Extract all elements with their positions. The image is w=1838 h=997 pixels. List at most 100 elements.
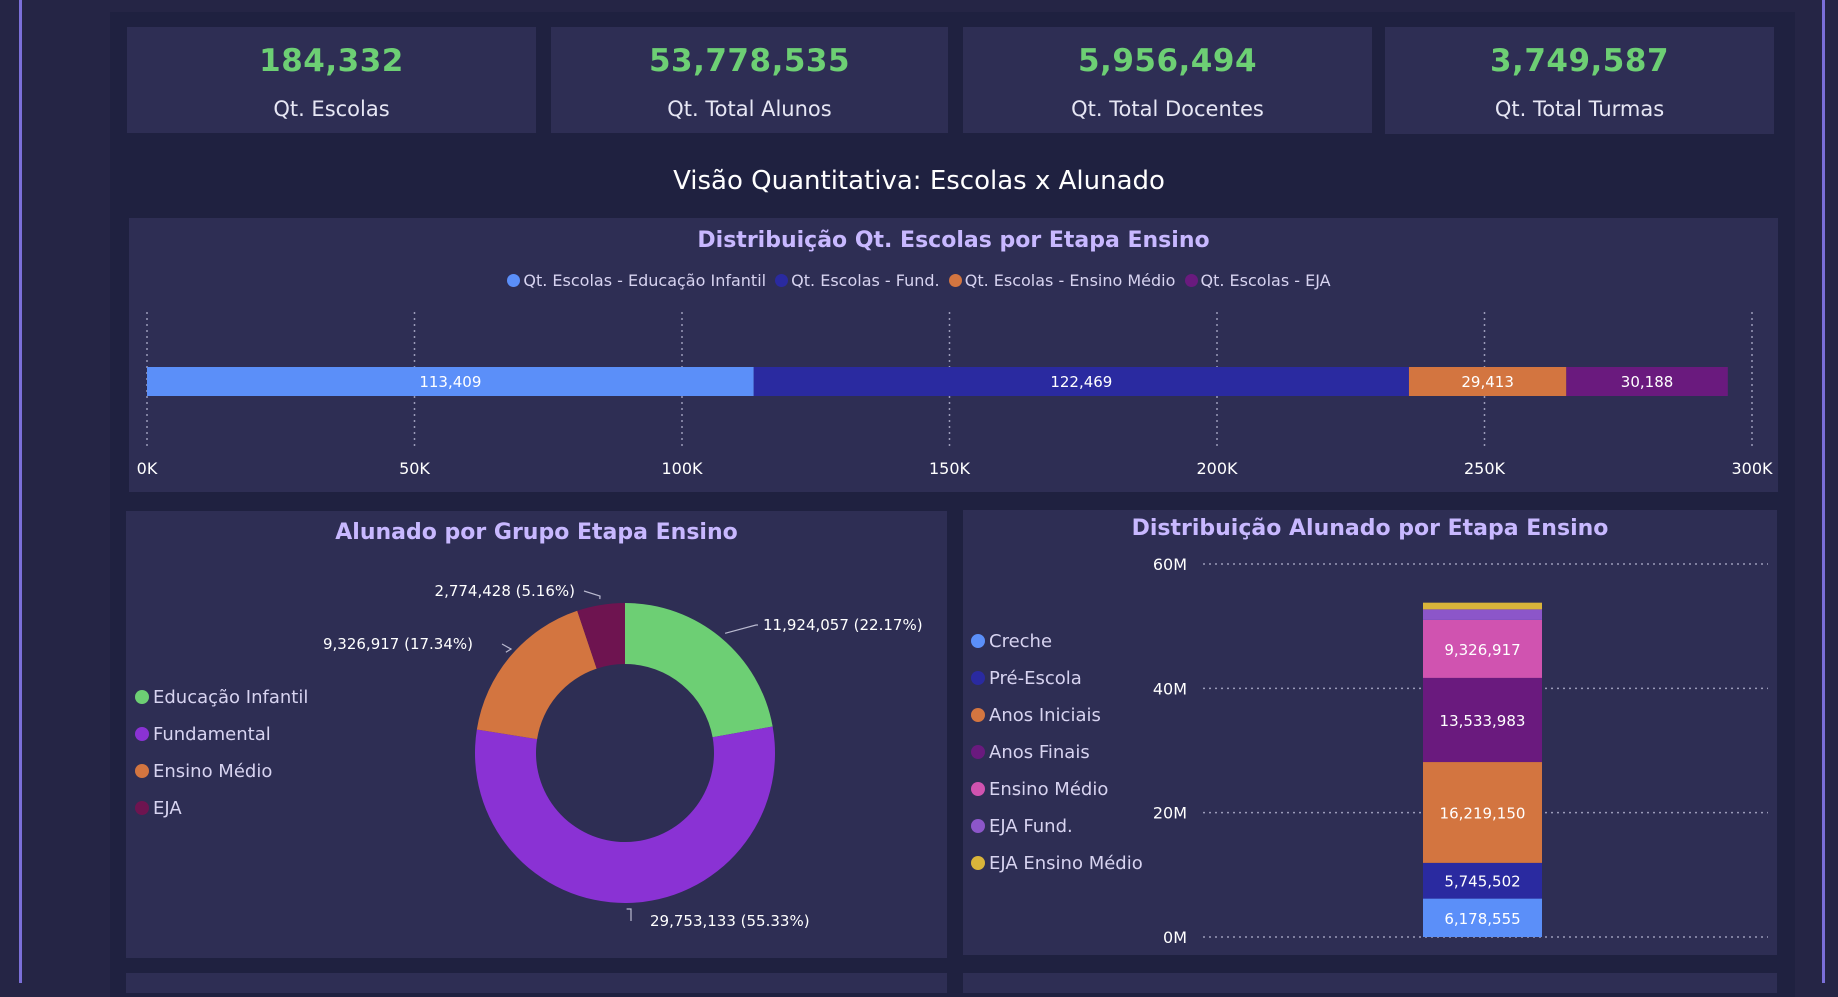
legend-label: Creche (989, 631, 1053, 652)
legend-item[interactable]: Anos Iniciais (971, 705, 1143, 742)
data-label: 9,326,917 (1444, 641, 1520, 659)
kpi-value: 3,749,587 (1489, 43, 1670, 79)
y-tick-label: 20M (1153, 804, 1187, 823)
legend-item[interactable]: Qt. Escolas - Educação Infantil (507, 271, 766, 290)
legend-label: Fundamental (153, 724, 271, 745)
data-label: 16,219,150 (1440, 804, 1526, 822)
legend-item[interactable]: Qt. Escolas - Fund. (775, 271, 940, 290)
legend-dot-icon (507, 274, 521, 287)
alunado-grupo-legend: Educação Infantil Fundamental Ensino Méd… (135, 687, 308, 835)
alunado-etapa-legend: Creche Pré-Escola Anos Iniciais Anos Fin… (971, 631, 1143, 890)
legend-label: Pré-Escola (989, 668, 1082, 689)
legend-dot-icon (971, 634, 985, 648)
legend-dot-icon (135, 690, 149, 704)
legend-item[interactable]: Fundamental (135, 724, 308, 761)
data-label: 113,409 (419, 373, 481, 391)
bottom-left-panel (126, 973, 947, 993)
legend-item[interactable]: Ensino Médio (971, 779, 1143, 816)
legend-item[interactable]: Qt. Escolas - Ensino Médio (948, 271, 1176, 290)
legend-dot-icon (1184, 274, 1198, 287)
y-tick-label: 40M (1153, 679, 1187, 698)
leader-line (724, 624, 758, 634)
legend-label: EJA Ensino Médio (989, 853, 1143, 874)
x-tick-label: 200K (1196, 459, 1238, 478)
bar-segment (1423, 862, 1542, 899)
legend-dot-icon (948, 274, 962, 287)
kpi-label: Qt. Total Turmas (1494, 97, 1665, 121)
x-tick-label: 0K (137, 459, 158, 478)
legend-label: Qt. Escolas - Fund. (791, 271, 940, 290)
bar-segment (147, 367, 754, 396)
legend-label: EJA (153, 798, 182, 819)
legend-label: Qt. Escolas - Ensino Médio (964, 271, 1176, 290)
right-border-line (1822, 0, 1825, 983)
legend-dot-icon (971, 671, 985, 685)
legend-dot-icon (971, 819, 985, 833)
donut-slice (476, 610, 597, 740)
alunado-etapa-stacked-bar-chart: 0M 20M 40M 60M 6,178,555 5,745,502 16,219,150 1… (1153, 555, 1768, 947)
x-tick-label: 50K (399, 459, 430, 478)
bar-segment (1566, 367, 1728, 396)
bar-segment (1423, 677, 1542, 763)
chart-title: Distribuição Alunado por Etapa Ensino (1131, 516, 1609, 541)
y-tick-label: 60M (1153, 555, 1187, 574)
x-tick-label: 300K (1731, 459, 1773, 478)
escolas-stacked-bar-chart: 0K 50K 100K 150K 200K 250K 300K 113,409 122,469 2… (137, 312, 1773, 478)
legend-label: Ensino Médio (989, 779, 1109, 800)
data-label: 122,469 (1050, 373, 1112, 391)
data-label: 6,178,555 (1444, 910, 1520, 928)
legend-label: Qt. Escolas - EJA (1200, 271, 1331, 290)
legend-label: EJA Fund. (989, 816, 1073, 837)
legend-label: Anos Iniciais (989, 705, 1101, 726)
legend-item[interactable]: EJA Ensino Médio (971, 853, 1143, 890)
bar-segment (1423, 762, 1542, 863)
escolas-legend: Qt. Escolas - Educação Infantil Qt. Esco… (0, 271, 1838, 290)
kpi-value: 53,778,535 (648, 43, 851, 79)
legend-dot-icon (135, 727, 149, 741)
section-title: Visão Quantitativa: Escolas x Alunado (673, 166, 1165, 196)
legend-item[interactable]: Anos Finais (971, 742, 1143, 779)
kpi-label: Qt. Total Docentes (1071, 97, 1264, 121)
legend-item[interactable]: Ensino Médio (135, 761, 308, 798)
bar-segment (1423, 609, 1542, 620)
data-label: 13,533,983 (1440, 712, 1526, 730)
leader-line (626, 908, 632, 921)
legend-dot-icon (971, 745, 985, 759)
chart-title: Alunado por Grupo Etapa Ensino (335, 520, 738, 545)
leader-line (583, 590, 601, 600)
legend-dot-icon (971, 708, 985, 722)
bar-segment (1423, 602, 1542, 610)
legend-item[interactable]: Educação Infantil (135, 687, 308, 724)
alunado-grupo-donut-chart: 11,924,057 (22.17%) 29,753,133 (55.33%) 9,… (323, 582, 923, 930)
bottom-right-panel (963, 973, 1777, 993)
data-label: 5,745,502 (1444, 873, 1520, 891)
kpi-card-escolas[interactable]: 184,332 Qt. Escolas (127, 27, 536, 133)
legend-dot-icon (971, 856, 985, 870)
kpi-card-turmas[interactable]: 3,749,587 Qt. Total Turmas (1385, 27, 1774, 134)
donut-slice (625, 603, 773, 738)
data-label: 29,413 (1461, 373, 1514, 391)
legend-dot-icon (775, 274, 789, 287)
legend-item[interactable]: Creche (971, 631, 1143, 668)
kpi-value: 184,332 (259, 43, 404, 79)
legend-dot-icon (971, 782, 985, 796)
data-label: 30,188 (1621, 373, 1674, 391)
leader-line (501, 643, 513, 653)
kpi-value: 5,956,494 (1077, 43, 1258, 79)
legend-item[interactable]: Pré-Escola (971, 668, 1143, 705)
left-border-line (19, 0, 22, 983)
x-tick-label: 150K (929, 459, 971, 478)
legend-item[interactable]: EJA Fund. (971, 816, 1143, 853)
data-label: 11,924,057 (22.17%) (763, 616, 923, 634)
x-tick-label: 100K (661, 459, 703, 478)
data-label: 2,774,428 (5.16%) (435, 582, 575, 600)
kpi-card-docentes[interactable]: 5,956,494 Qt. Total Docentes (963, 27, 1372, 133)
escolas-etapa-chart-panel: Distribuição Qt. Escolas por Etapa Ensin… (129, 218, 1778, 492)
legend-item[interactable]: Qt. Escolas - EJA (1184, 271, 1331, 290)
legend-dot-icon (135, 764, 149, 778)
donut-slice (475, 726, 776, 903)
kpi-card-alunos[interactable]: 53,778,535 Qt. Total Alunos (551, 27, 948, 133)
alunado-etapa-chart-panel: Distribuição Alunado por Etapa Ensino (963, 510, 1777, 955)
data-label: 9,326,917 (17.34%) (323, 635, 473, 653)
legend-item[interactable]: EJA (135, 798, 308, 835)
